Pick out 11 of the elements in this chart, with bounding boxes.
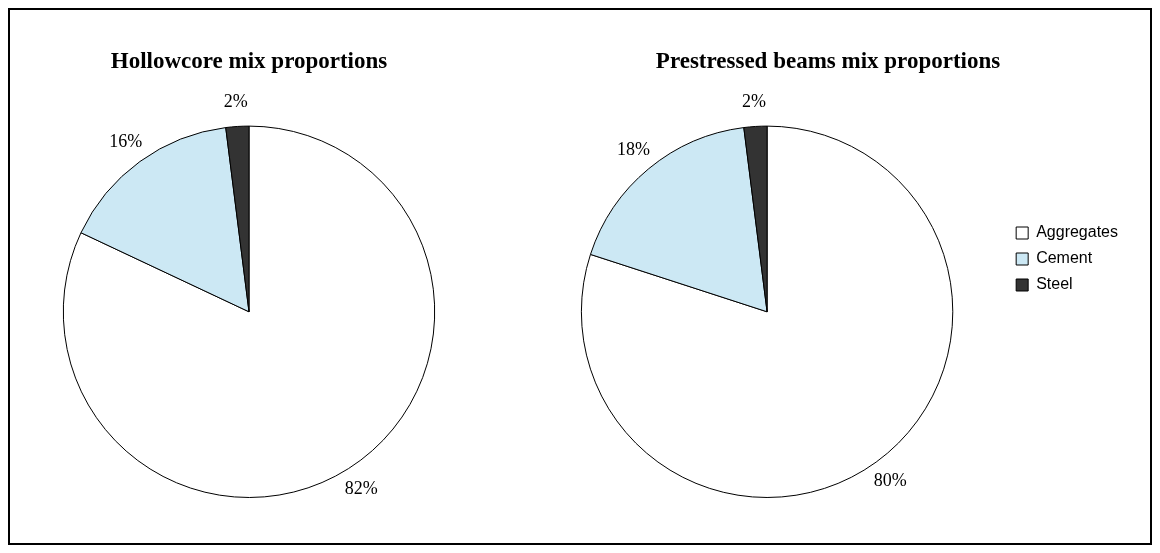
chart-title: Hollowcore mix proportions <box>110 47 388 73</box>
data-label: 2% <box>741 91 766 112</box>
chart-title: Prestressed beams mix proportions <box>655 47 1001 73</box>
data-label: 2% <box>223 91 248 112</box>
legend-label: Aggregates <box>1036 223 1119 241</box>
data-label: 82% <box>344 477 378 498</box>
data-label: 80% <box>873 470 907 491</box>
legend-label: Steel <box>1036 275 1073 293</box>
data-label: 18% <box>616 138 650 159</box>
data-label: 16% <box>109 130 143 151</box>
legend-label: Cement <box>1036 249 1093 267</box>
